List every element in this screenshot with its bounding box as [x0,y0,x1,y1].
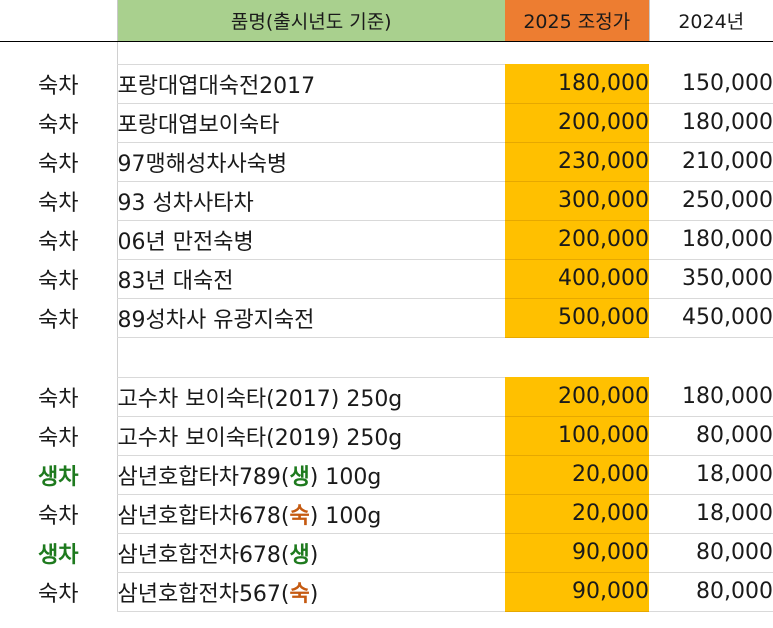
product-name-suffix: ) [309,581,319,607]
tea-type-cell[interactable]: 숙차 [38,151,79,177]
empty-cell[interactable] [0,337,117,377]
product-name-cell[interactable]: 삼년호합타차789(생) 100g [116,455,505,495]
product-name-cell[interactable]: 고수차 보이숙타(2017) 250g [116,377,505,417]
empty-row [0,41,773,65]
header-type-cell[interactable] [0,0,117,42]
tea-type-cell[interactable]: 숙차 [38,581,79,607]
price-2025-cell[interactable]: 20,000 [505,494,649,534]
table-row: 숙차 고수차 보이숙타(2017) 250g 200,000 180,000 [0,377,773,417]
table-row: 숙차 83년 대숙전 400,000 350,000 [0,259,773,299]
tea-type-cell[interactable]: 숙차 [38,425,79,451]
price-2025-cell[interactable]: 500,000 [505,298,649,338]
product-name-text: 삼년호합전차567( [117,581,290,607]
tea-type-cell[interactable]: 생차 [38,542,79,568]
tea-type-cell[interactable]: 숙차 [38,112,79,138]
price-2025-cell[interactable]: 200,000 [505,103,649,143]
price-2024-cell[interactable]: 18,000 [649,494,773,534]
price-2025-cell[interactable]: 230,000 [505,142,649,182]
product-name-text: 고수차 보이숙타(2017) 250g [117,386,403,412]
price-2024-cell[interactable]: 80,000 [649,416,773,456]
tea-type-cell[interactable]: 숙차 [38,73,79,99]
price-sheet: 품명(출시년도 기준) 2025 조정가 2024년 숙차 포랑대엽대숙전201… [0,0,773,612]
product-name-cell[interactable]: 83년 대숙전 [116,259,505,299]
table-row: 숙차 06년 만전숙병 200,000 180,000 [0,220,773,260]
product-name-cell[interactable]: 포랑대엽보이숙타 [116,103,505,143]
header-price-2024-cell[interactable]: 2024년 [648,0,773,42]
product-name-suffix: ) 100g [309,464,382,490]
price-2024-cell[interactable]: 250,000 [649,181,773,221]
tea-type-cell[interactable]: 숙차 [38,190,79,216]
product-name-text: 삼년호합타차789( [117,464,290,490]
product-name-cell[interactable]: 97맹해성차사숙병 [116,142,505,182]
table-row: 숙차 89성차사 유광지숙전 500,000 450,000 [0,298,773,338]
product-name-cell[interactable]: 삼년호합타차678(숙) 100g [116,494,505,534]
price-2025-cell[interactable]: 20,000 [505,455,649,495]
empty-cell[interactable] [116,337,505,378]
product-name-text: 고수차 보이숙타(2019) 250g [117,425,403,451]
price-2025-cell[interactable]: 90,000 [505,533,649,573]
price-2024-cell[interactable]: 180,000 [649,377,773,417]
product-name-cell[interactable]: 93 성차사타차 [116,181,505,221]
empty-cell[interactable] [649,337,773,377]
price-2024-cell[interactable]: 180,000 [649,103,773,143]
table-row: 숙차 고수차 보이숙타(2019) 250g 100,000 80,000 [0,416,773,456]
price-2025-cell[interactable]: 300,000 [505,181,649,221]
product-name-suffix: ) [309,542,319,568]
product-name-text: 삼년호합타차678( [117,503,290,529]
tea-type-cell[interactable]: 숙차 [38,386,79,412]
product-name-cell[interactable]: 89성차사 유광지숙전 [116,298,505,338]
tea-type-cell[interactable]: 숙차 [38,307,79,333]
table-row: 생차 삼년호합전차678(생) 90,000 80,000 [0,533,773,573]
price-2024-cell[interactable]: 210,000 [649,142,773,182]
table-row: 숙차 93 성차사타차 300,000 250,000 [0,181,773,221]
product-name-cell[interactable]: 06년 만전숙병 [116,220,505,260]
raw-tea-mark: 생 [289,464,310,490]
price-2024-cell[interactable]: 80,000 [649,572,773,612]
table-row: 생차 삼년호합타차789(생) 100g 20,000 18,000 [0,455,773,495]
empty-cell[interactable] [505,337,649,377]
raw-tea-mark: 생 [289,542,310,568]
table-row: 숙차 삼년호합타차678(숙) 100g 20,000 18,000 [0,494,773,534]
price-2025-cell[interactable]: 200,000 [505,220,649,260]
price-2025-cell[interactable]: 200,000 [505,377,649,417]
header-price-2025-cell[interactable]: 2025 조정가 [505,0,649,42]
empty-cell[interactable] [649,41,773,64]
header-name-cell[interactable]: 품명(출시년도 기준) [116,0,505,42]
empty-cell[interactable] [505,41,649,64]
price-2025-cell[interactable]: 180,000 [505,64,649,104]
table-row: 숙차 포랑대엽대숙전2017 180,000 150,000 [0,64,773,104]
table-row: 숙차 97맹해성차사숙병 230,000 210,000 [0,142,773,182]
product-name-text: 삼년호합전차678( [117,542,290,568]
empty-cell[interactable] [0,41,117,64]
table-row: 숙차 포랑대엽보이숙타 200,000 180,000 [0,103,773,143]
tea-type-cell[interactable]: 숙차 [38,503,79,529]
price-2024-cell[interactable]: 350,000 [649,259,773,299]
price-2024-cell[interactable]: 150,000 [649,64,773,104]
price-2025-cell[interactable]: 100,000 [505,416,649,456]
tea-type-cell[interactable]: 숙차 [38,229,79,255]
price-2024-cell[interactable]: 450,000 [649,298,773,338]
price-2024-cell[interactable]: 80,000 [649,533,773,573]
empty-cell[interactable] [116,41,505,65]
product-name-cell[interactable]: 고수차 보이숙타(2019) 250g [116,416,505,456]
header-row: 품명(출시년도 기준) 2025 조정가 2024년 [0,0,773,42]
price-2024-cell[interactable]: 18,000 [649,455,773,495]
ripe-tea-mark: 숙 [289,503,310,529]
tea-type-cell[interactable]: 숙차 [38,268,79,294]
tea-type-cell[interactable]: 생차 [38,464,79,490]
ripe-tea-mark: 숙 [289,581,310,607]
product-name-cell[interactable]: 포랑대엽대숙전2017 [116,64,505,104]
empty-row [0,337,773,378]
table-row: 숙차 삼년호합전차567(숙) 90,000 80,000 [0,572,773,612]
product-name-cell[interactable]: 삼년호합전차678(생) [116,533,505,573]
product-name-suffix: ) 100g [309,503,382,529]
product-name-cell[interactable]: 삼년호합전차567(숙) [116,572,505,612]
price-2025-cell[interactable]: 400,000 [505,259,649,299]
price-2024-cell[interactable]: 180,000 [649,220,773,260]
price-2025-cell[interactable]: 90,000 [505,572,649,612]
